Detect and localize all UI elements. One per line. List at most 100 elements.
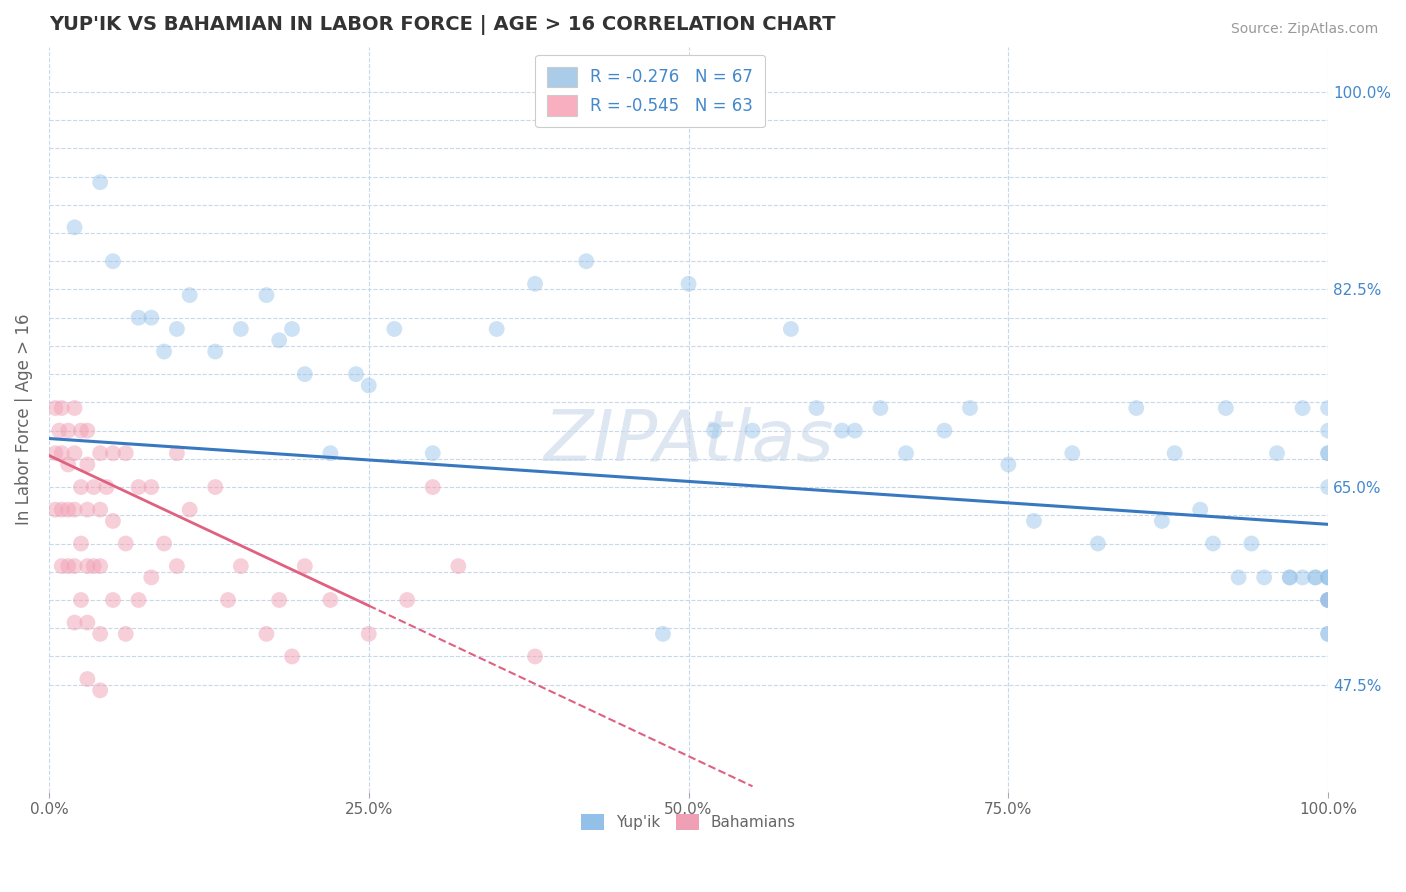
Point bbox=[382, 322, 405, 336]
Point bbox=[217, 593, 239, 607]
Point bbox=[83, 480, 105, 494]
Point bbox=[56, 424, 79, 438]
Point bbox=[70, 536, 93, 550]
Point bbox=[229, 559, 252, 574]
Point bbox=[141, 480, 163, 494]
Point bbox=[575, 254, 598, 268]
Point bbox=[51, 401, 73, 415]
Point bbox=[101, 593, 124, 607]
Point bbox=[48, 424, 70, 438]
Point bbox=[1317, 570, 1340, 584]
Point bbox=[101, 514, 124, 528]
Point bbox=[89, 175, 111, 189]
Point bbox=[1215, 401, 1237, 415]
Point bbox=[894, 446, 917, 460]
Point bbox=[63, 446, 86, 460]
Point bbox=[269, 593, 291, 607]
Text: Source: ZipAtlas.com: Source: ZipAtlas.com bbox=[1230, 22, 1378, 37]
Point bbox=[1317, 627, 1340, 641]
Point bbox=[844, 424, 866, 438]
Legend: Yup'ik, Bahamians: Yup'ik, Bahamians bbox=[575, 808, 801, 837]
Point bbox=[76, 502, 98, 516]
Point bbox=[128, 480, 150, 494]
Point bbox=[76, 615, 98, 630]
Point bbox=[63, 220, 86, 235]
Point bbox=[281, 322, 304, 336]
Point bbox=[76, 559, 98, 574]
Point bbox=[422, 480, 444, 494]
Point bbox=[1253, 570, 1275, 584]
Point bbox=[357, 627, 380, 641]
Point bbox=[1317, 401, 1340, 415]
Point bbox=[806, 401, 828, 415]
Point bbox=[179, 502, 201, 516]
Point bbox=[357, 378, 380, 392]
Point bbox=[1291, 401, 1313, 415]
Point bbox=[1022, 514, 1045, 528]
Point bbox=[70, 424, 93, 438]
Point bbox=[141, 570, 163, 584]
Point bbox=[1278, 570, 1301, 584]
Point bbox=[485, 322, 508, 336]
Point bbox=[741, 424, 763, 438]
Point bbox=[1163, 446, 1185, 460]
Point bbox=[89, 446, 111, 460]
Point bbox=[44, 502, 66, 516]
Point bbox=[1150, 514, 1173, 528]
Point bbox=[51, 502, 73, 516]
Point bbox=[153, 536, 176, 550]
Point bbox=[1317, 627, 1340, 641]
Point bbox=[229, 322, 252, 336]
Point bbox=[128, 593, 150, 607]
Point bbox=[70, 593, 93, 607]
Point bbox=[1317, 446, 1340, 460]
Point bbox=[51, 559, 73, 574]
Point bbox=[56, 458, 79, 472]
Text: YUP'IK VS BAHAMIAN IN LABOR FORCE | AGE > 16 CORRELATION CHART: YUP'IK VS BAHAMIAN IN LABOR FORCE | AGE … bbox=[49, 15, 835, 35]
Point bbox=[114, 627, 136, 641]
Point bbox=[204, 480, 226, 494]
Point bbox=[141, 310, 163, 325]
Point bbox=[128, 310, 150, 325]
Point bbox=[166, 559, 188, 574]
Point bbox=[703, 424, 725, 438]
Point bbox=[70, 480, 93, 494]
Point bbox=[101, 254, 124, 268]
Point bbox=[831, 424, 853, 438]
Point bbox=[1291, 570, 1313, 584]
Point bbox=[524, 649, 547, 664]
Point bbox=[63, 615, 86, 630]
Point bbox=[1317, 446, 1340, 460]
Point bbox=[63, 502, 86, 516]
Point bbox=[114, 446, 136, 460]
Point bbox=[179, 288, 201, 302]
Point bbox=[254, 288, 277, 302]
Point bbox=[1317, 593, 1340, 607]
Point bbox=[76, 458, 98, 472]
Point bbox=[114, 536, 136, 550]
Point bbox=[76, 424, 98, 438]
Point bbox=[83, 559, 105, 574]
Point bbox=[396, 593, 419, 607]
Point bbox=[44, 401, 66, 415]
Point bbox=[56, 502, 79, 516]
Point bbox=[89, 683, 111, 698]
Point bbox=[1265, 446, 1288, 460]
Point bbox=[652, 627, 675, 641]
Point bbox=[76, 672, 98, 686]
Point bbox=[319, 593, 342, 607]
Point bbox=[101, 446, 124, 460]
Point bbox=[869, 401, 891, 415]
Point bbox=[294, 367, 316, 381]
Point bbox=[153, 344, 176, 359]
Point bbox=[997, 458, 1019, 472]
Point bbox=[1317, 593, 1340, 607]
Point bbox=[1317, 593, 1340, 607]
Point bbox=[166, 322, 188, 336]
Point bbox=[294, 559, 316, 574]
Point bbox=[1125, 401, 1147, 415]
Point bbox=[89, 559, 111, 574]
Point bbox=[1227, 570, 1250, 584]
Point bbox=[1317, 593, 1340, 607]
Point bbox=[166, 446, 188, 460]
